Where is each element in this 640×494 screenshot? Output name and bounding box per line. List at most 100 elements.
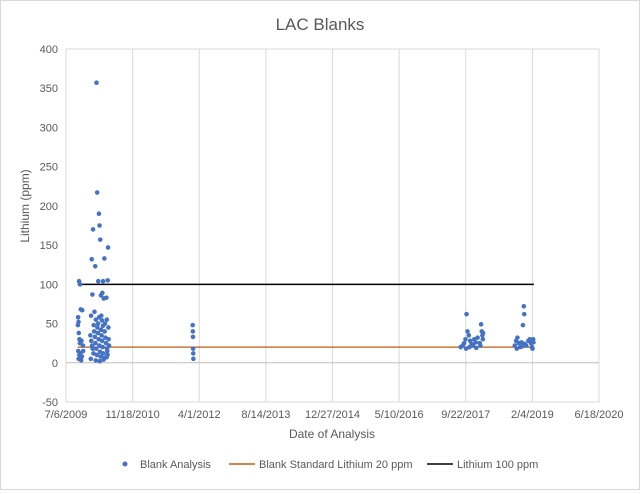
scatter-point [99, 333, 104, 338]
x-tick-label: 5/10/2016 [375, 409, 424, 421]
x-tick-label: 11/18/2010 [106, 409, 160, 421]
scatter-point [99, 318, 105, 323]
scatter-point [77, 282, 83, 287]
y-tick-label: 250 [40, 162, 58, 174]
y-tick-label: 0 [52, 358, 58, 370]
scatter-point [97, 358, 103, 364]
scatter-point [80, 348, 86, 354]
scatter-point [461, 340, 467, 346]
scatter-point [104, 317, 110, 322]
y-tick-label: 200 [40, 201, 58, 213]
scatter-point [96, 211, 102, 217]
scatter-point [478, 343, 483, 348]
scatter-point [515, 335, 520, 340]
y-tick-label: -50 [42, 397, 58, 409]
legend-marker-blank-analysis [122, 461, 128, 467]
scatter-point [99, 313, 104, 319]
scatter-point [89, 338, 94, 344]
scatter-point [94, 80, 99, 86]
y-axis-label: Lithium (ppm) [18, 169, 32, 242]
scatter-point [88, 313, 94, 319]
scatter-point [102, 256, 107, 261]
legend-label-blank-analysis: Blank Analysis [140, 459, 211, 471]
scatter-point [95, 278, 101, 284]
scatter-point [92, 334, 98, 340]
y-tick-label: 350 [40, 83, 58, 95]
legend: Blank Analysis Blank Standard Lithium 20 … [122, 459, 538, 471]
legend-label-blank-standard: Blank Standard Lithium 20 ppm [259, 459, 412, 471]
series-lines [77, 283, 534, 348]
scatter-point [104, 295, 109, 300]
scatter-point [90, 346, 95, 351]
scatter-point [88, 333, 93, 338]
x-tick-label: 2/4/2019 [511, 409, 554, 421]
scatter-point [466, 333, 472, 338]
scatter-point [190, 334, 196, 340]
scatter-point [105, 348, 110, 354]
scatter-point [79, 354, 85, 359]
scatter-point [97, 237, 103, 242]
scatter-point [76, 330, 82, 336]
scatter-point [191, 356, 196, 362]
x-axis: 7/6/2009 11/18/2010 4/1/2012 8/14/2013 12/27… [45, 409, 624, 421]
scatter-point [465, 329, 470, 334]
scatter-point [530, 346, 535, 351]
scatter-point [88, 356, 94, 362]
scatter-point [464, 311, 469, 317]
scatter-point [97, 223, 102, 228]
scatter-points [75, 80, 536, 364]
scatter-point [77, 340, 83, 346]
scatter-point [91, 322, 97, 328]
scatter-point [92, 263, 98, 269]
grid-layer [65, 48, 600, 403]
scatter-point [75, 314, 81, 320]
scatter-point [521, 311, 527, 317]
y-tick-label: 150 [40, 240, 58, 252]
scatter-point [96, 336, 101, 342]
scatter-point [478, 322, 484, 327]
scatter-point [106, 336, 111, 342]
y-tick-label: 50 [46, 319, 58, 331]
scatter-point [100, 344, 105, 350]
x-tick-label: 12/27/2014 [305, 409, 360, 421]
scatter-point [92, 309, 97, 315]
x-tick-label: 8/14/2013 [241, 409, 290, 421]
scatter-point [89, 256, 95, 262]
scatter-point [519, 344, 525, 349]
scatter-point [470, 343, 476, 348]
scatter-point [467, 344, 472, 350]
x-axis-label: Date of Analysis [289, 427, 375, 441]
scatter-point [95, 321, 101, 326]
y-tick-label: 400 [40, 44, 58, 56]
scatter-point [94, 190, 100, 195]
scatter-point [98, 327, 104, 333]
scatter-point [90, 227, 96, 232]
scatter-point [100, 323, 106, 329]
scatter-point [91, 329, 97, 334]
scatter-point [473, 340, 478, 345]
scatter-point [79, 307, 85, 313]
scatter-point [93, 346, 99, 351]
scatter-point [95, 325, 100, 330]
scatter-point [98, 354, 103, 359]
scatter-point [78, 358, 84, 363]
scatter-point [106, 325, 111, 330]
chart-title: LAC Blanks [276, 15, 365, 34]
x-tick-label: 4/1/2012 [178, 409, 221, 421]
scatter-point [523, 343, 529, 348]
x-tick-label: 6/18/2020 [575, 409, 624, 421]
scatter-point [480, 336, 486, 342]
scatter-point [105, 245, 111, 250]
scatter-point [100, 290, 105, 296]
scatter-point [105, 278, 111, 283]
scatter-point [104, 354, 109, 360]
scatter-point [190, 329, 196, 334]
scatter-point [75, 322, 81, 328]
x-tick-label: 7/6/2009 [45, 409, 88, 421]
scatter-point [514, 346, 520, 351]
scatter-point [95, 330, 101, 336]
scatter-point [475, 335, 480, 340]
scatter-point [520, 322, 526, 328]
scatter-point [190, 346, 196, 351]
